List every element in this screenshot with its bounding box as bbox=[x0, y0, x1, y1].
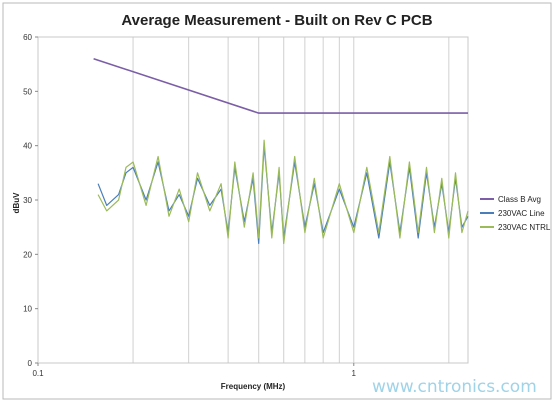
legend-label: Class B Avg bbox=[498, 195, 541, 204]
y-tick-label: 30 bbox=[23, 196, 32, 205]
series-lines bbox=[93, 57, 469, 245]
series-line-230vac-ntrl bbox=[97, 139, 469, 245]
x-axis-title: Frequency (MHz) bbox=[221, 382, 286, 391]
grid-lines bbox=[132, 37, 450, 363]
x-tick-label: 1 bbox=[352, 369, 357, 378]
legend-label: 230VAC Line bbox=[498, 209, 545, 218]
y-tick-label: 0 bbox=[28, 359, 33, 368]
y-tick-label: 40 bbox=[23, 142, 32, 151]
series-line-class-b-avg bbox=[93, 57, 468, 114]
y-tick-label: 50 bbox=[23, 87, 32, 96]
legend: Class B Avg 230VAC Line 230VAC NTRL bbox=[480, 195, 551, 232]
chart-frame bbox=[2, 2, 552, 400]
legend-label: 230VAC NTRL bbox=[498, 223, 551, 232]
watermark-text: www.cntronics.com bbox=[372, 377, 537, 397]
x-tick-label: 0.1 bbox=[32, 369, 44, 378]
y-tick-label: 10 bbox=[23, 305, 32, 314]
y-axis-title: dBuV bbox=[12, 192, 21, 214]
y-tick-label: 20 bbox=[23, 250, 32, 259]
axes: 0 10 20 30 40 50 60 0.1 1 bbox=[23, 33, 469, 378]
chart-title: Average Measurement - Built on Rev C PCB bbox=[121, 12, 432, 29]
y-tick-label: 60 bbox=[23, 33, 32, 42]
